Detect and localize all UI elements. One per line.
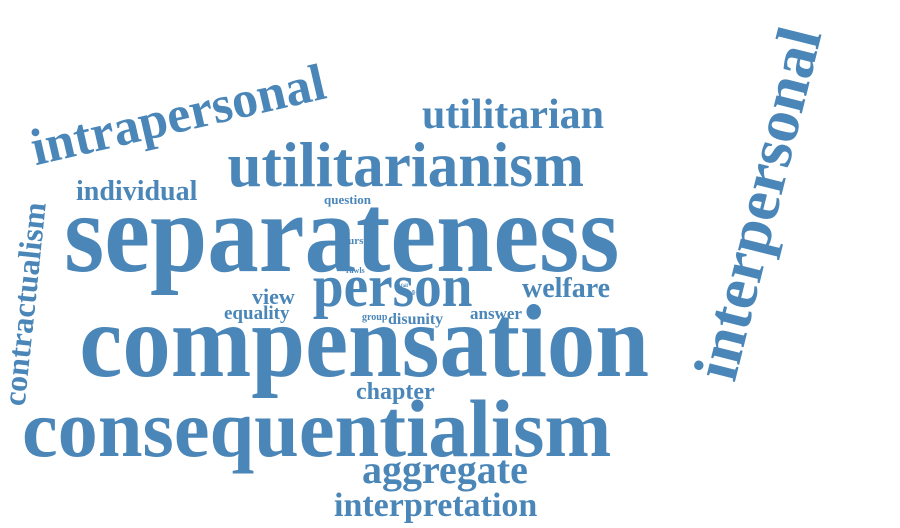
word-answer: answer (470, 304, 522, 323)
word-separateness: separateness (64, 172, 620, 296)
word-question: question (324, 192, 371, 207)
word-rawls: rawls (346, 266, 365, 275)
word-tiny-1: fail (401, 284, 408, 289)
word-utilitarian: utilitarian (422, 92, 605, 138)
word-view: view (252, 284, 295, 309)
word-chapter: chapter (356, 379, 435, 405)
word-utilitarianism: utilitarianism (227, 130, 585, 200)
word-interpersonal: interpersonal (680, 20, 836, 387)
word-contractualism: contractualism (0, 200, 53, 408)
word-aggregate: aggregate (362, 447, 528, 492)
word-tiny-2: gp (410, 289, 417, 296)
word-person: person (312, 253, 473, 319)
word-disunity: disunity (388, 311, 444, 328)
word-individual: individual (76, 176, 198, 207)
word-interpretation: interpretation (334, 487, 538, 524)
word-group: group (362, 312, 388, 323)
word-compensation: compensation (79, 284, 650, 399)
word-pursue: pursue (342, 235, 375, 247)
word-welfare: welfare (522, 273, 611, 304)
word-consequentialism: consequentialism (22, 383, 612, 474)
word-equality: equality (224, 303, 290, 324)
